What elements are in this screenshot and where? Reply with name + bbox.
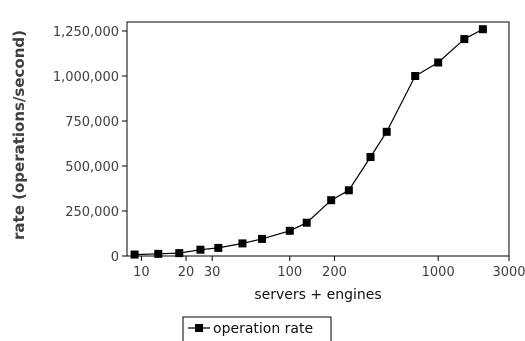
x-axis-title: servers + engines <box>254 287 381 303</box>
y-tick-label: 250,000 <box>65 205 119 220</box>
data-point-marker <box>238 239 247 248</box>
data-point-marker <box>214 243 223 252</box>
data-point-marker <box>344 186 353 195</box>
x-tick-label: 30 <box>204 265 221 280</box>
data-point-marker <box>366 153 375 161</box>
y-tick-label: 750,000 <box>65 115 119 130</box>
data-point-marker <box>411 72 420 80</box>
data-point-marker <box>478 25 487 34</box>
legend: operation rate <box>182 316 332 341</box>
y-axis-ticks: 0 250,000 500,000 750,000 1,000,000 1,250,000 <box>53 25 127 265</box>
x-tick-label: 10 <box>133 265 150 280</box>
legend-label-operation-rate: operation rate <box>213 321 313 337</box>
data-point-marker <box>285 226 294 235</box>
data-point-marker <box>175 249 184 258</box>
data-point-marker <box>258 234 267 243</box>
x-tick-label: 20 <box>178 265 195 280</box>
data-point-marker <box>460 35 469 44</box>
x-axis-ticks: 10 20 30 100 200 1000 3000 <box>133 256 525 280</box>
legend-box <box>182 316 332 341</box>
data-point-marker <box>302 218 311 227</box>
x-tick-label: 100 <box>277 265 302 280</box>
data-point-marker <box>434 58 443 67</box>
legend-marker-swatch <box>195 324 203 332</box>
y-tick-label: 500,000 <box>65 160 119 175</box>
y-tick-label: 1,000,000 <box>53 70 119 85</box>
y-tick-label: 1,250,000 <box>53 25 119 40</box>
data-point-marker <box>130 250 139 259</box>
data-point-marker <box>196 245 205 254</box>
plot-area-frame <box>126 21 510 257</box>
series-group <box>130 25 487 259</box>
x-tick-label: 3000 <box>492 265 525 280</box>
data-point-marker <box>382 127 391 136</box>
data-point-marker <box>154 249 163 258</box>
y-axis-title: rate (operations/second) <box>10 30 28 240</box>
data-point-marker <box>327 196 336 205</box>
x-tick-label: 1000 <box>422 265 455 280</box>
y-tick-label: 0 <box>111 250 119 265</box>
x-tick-label: 200 <box>322 265 347 280</box>
